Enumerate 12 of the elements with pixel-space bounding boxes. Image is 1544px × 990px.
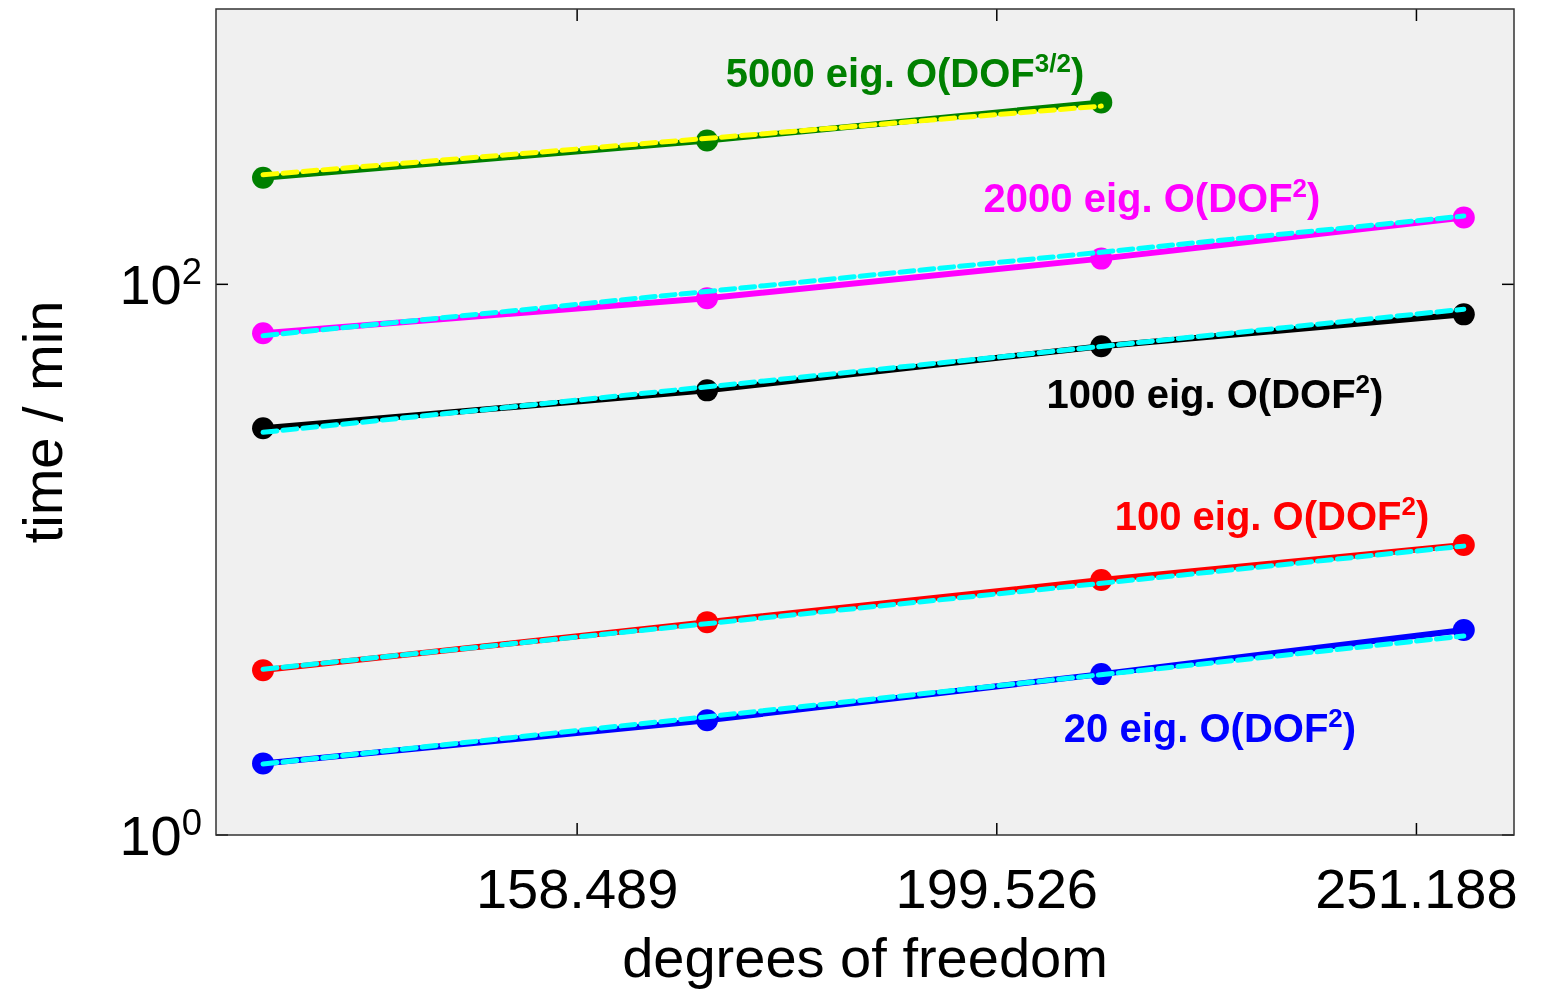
annotation: 100 eig. O(DOF$^{2}$): [1114, 491, 1430, 538]
annotation: 1000 eig. O(DOF$^{2}$): [1046, 369, 1384, 416]
y-axis-title: time / min: [11, 300, 74, 544]
x-axis-title: degrees of freedom: [622, 926, 1108, 989]
x-tick-label: 251.188: [1315, 857, 1518, 920]
y-tick-label: 10$^{2}$: [119, 250, 202, 317]
x-tick-label: 199.526: [895, 857, 1099, 920]
annotation: 5000 eig. O(DOF$^{3/2}$): [725, 48, 1085, 95]
y-tick-label: 10$^{0}$: [119, 801, 202, 867]
annotation: 20 eig. O(DOF$^{2}$): [1063, 703, 1357, 750]
annotation: 2000 eig. O(DOF$^{2}$): [983, 173, 1321, 220]
x-tick-label: 158.489: [475, 857, 679, 920]
